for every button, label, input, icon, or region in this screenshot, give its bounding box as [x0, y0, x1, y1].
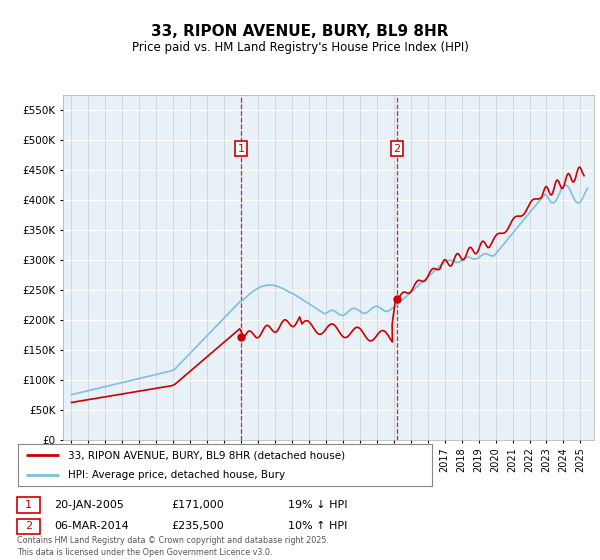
Text: 33, RIPON AVENUE, BURY, BL9 8HR: 33, RIPON AVENUE, BURY, BL9 8HR	[151, 24, 449, 39]
Text: 2: 2	[25, 521, 32, 531]
Text: 33, RIPON AVENUE, BURY, BL9 8HR (detached house): 33, RIPON AVENUE, BURY, BL9 8HR (detache…	[68, 450, 345, 460]
Text: £235,500: £235,500	[171, 521, 224, 531]
Text: 1: 1	[25, 500, 32, 510]
Text: £171,000: £171,000	[171, 500, 224, 510]
Text: 2: 2	[394, 143, 400, 153]
Text: Contains HM Land Registry data © Crown copyright and database right 2025.
This d: Contains HM Land Registry data © Crown c…	[17, 536, 329, 557]
Text: 06-MAR-2014: 06-MAR-2014	[54, 521, 129, 531]
Text: 19% ↓ HPI: 19% ↓ HPI	[288, 500, 347, 510]
Text: 1: 1	[238, 143, 245, 153]
Text: 10% ↑ HPI: 10% ↑ HPI	[288, 521, 347, 531]
Text: HPI: Average price, detached house, Bury: HPI: Average price, detached house, Bury	[68, 470, 285, 479]
Text: 20-JAN-2005: 20-JAN-2005	[54, 500, 124, 510]
Text: Price paid vs. HM Land Registry's House Price Index (HPI): Price paid vs. HM Land Registry's House …	[131, 41, 469, 54]
